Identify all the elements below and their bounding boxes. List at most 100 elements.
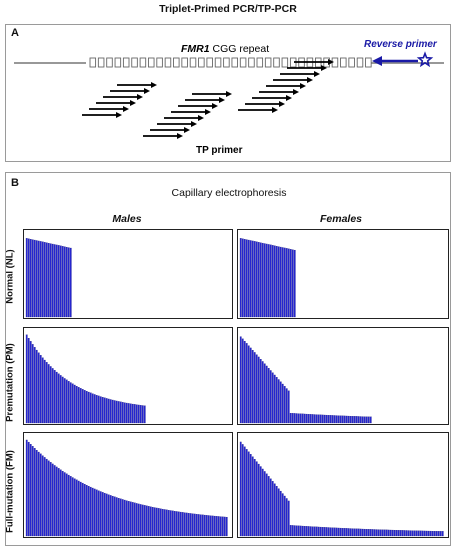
peak-bar [63, 378, 66, 424]
peak-bar [275, 377, 278, 424]
peak-bar [365, 529, 368, 537]
peak-bar [399, 530, 402, 537]
peak-bar [81, 389, 84, 424]
peak-bar [163, 509, 166, 537]
peak-bar [161, 508, 164, 537]
peak-bar [367, 416, 370, 424]
peak-bar [361, 416, 364, 424]
peak-bar [267, 368, 270, 424]
peak-bar [373, 529, 376, 537]
cgg-repeat-box [264, 57, 272, 68]
peak-bar [61, 246, 64, 318]
peak-bar [107, 398, 110, 424]
peak-bar [213, 515, 216, 537]
peak-bar [93, 488, 96, 537]
peak-bar [215, 516, 218, 537]
cgg-repeat-box [131, 57, 138, 68]
peak-bar [179, 511, 182, 537]
repeat-label-rest: CGG repeat [210, 43, 270, 55]
peak-bar [297, 525, 300, 537]
peak-bar [45, 242, 48, 318]
peak-bar [41, 455, 44, 537]
peak-bar [249, 454, 252, 537]
peak-bar [207, 515, 210, 537]
peak-bar [121, 499, 124, 537]
peak-bar [297, 413, 300, 424]
peak-bar [337, 527, 340, 537]
peak-bar [39, 355, 42, 424]
peak-bar [277, 379, 280, 424]
peak-bar [283, 495, 286, 537]
peak-bar [111, 495, 114, 537]
column-header-females: Females [319, 213, 363, 225]
peak-bar [203, 514, 206, 537]
peak-bar [85, 391, 88, 424]
peak-bar [311, 526, 314, 537]
peak-bar [135, 503, 138, 537]
peak-bar [343, 415, 346, 424]
peak-bar [253, 241, 256, 318]
peak-bar [319, 526, 322, 537]
peak-bar [327, 415, 330, 424]
tp-primer-arrowhead [191, 121, 197, 127]
peak-bar [129, 403, 132, 424]
tp-primer-arrowhead [321, 65, 327, 71]
peak-bar [243, 340, 246, 424]
peak-bar [145, 505, 148, 537]
peak-bar [139, 504, 142, 537]
peak-bar [313, 414, 316, 424]
peak-bar [323, 527, 326, 537]
peak-bar [221, 516, 224, 537]
peak-bar [265, 473, 268, 537]
peak-bar [397, 530, 400, 537]
peak-bar [95, 395, 98, 424]
peak-bar [363, 416, 366, 424]
peak-bar [429, 530, 432, 537]
peak-bar [243, 239, 246, 318]
peak-bar [411, 530, 414, 537]
peak-bar [433, 531, 436, 537]
peak-bar [25, 238, 28, 318]
peak-bar [43, 242, 46, 318]
peak-bar [173, 511, 176, 537]
peak-bar [345, 528, 348, 537]
electropherogram-males-premutation [23, 327, 233, 425]
peak-bar [403, 530, 406, 537]
peak-bar [251, 240, 254, 318]
peak-bar [307, 414, 310, 424]
peak-bar [169, 510, 172, 537]
peak-bar [349, 528, 352, 537]
cgg-repeat-box [248, 57, 255, 68]
peak-bar [259, 359, 262, 424]
peak-bar [201, 514, 204, 537]
peak-bar [381, 529, 384, 537]
peak-bar [143, 505, 146, 537]
peak-bar [129, 501, 132, 537]
peak-bar [223, 516, 226, 537]
peak-bar [247, 451, 250, 537]
reverse-primer-arrowhead [372, 56, 382, 66]
peak-bar [153, 507, 156, 537]
cgg-repeat-box [206, 57, 213, 68]
peak-bar [125, 500, 128, 537]
peak-bar [31, 446, 34, 537]
peak-bar [33, 239, 36, 318]
panel-a-label: A [11, 27, 19, 39]
peak-bar [141, 405, 144, 424]
peak-bar [271, 245, 274, 318]
peak-bar [353, 528, 356, 537]
peak-bar [285, 248, 288, 318]
peak-bar [189, 513, 192, 537]
peak-bar [355, 416, 358, 424]
row-label-full-mutation: Full-mutation (FM) [4, 450, 16, 533]
chart-males-premutation [25, 334, 146, 424]
peak-bar [291, 249, 294, 318]
peak-bar [141, 504, 144, 537]
tp-pcr-diagram: FMR1 CGG repeat Reverse primer TP primer [14, 39, 444, 156]
peak-bar [133, 502, 136, 537]
peak-bar [195, 514, 198, 537]
peak-bar [115, 400, 118, 424]
peak-bar [101, 492, 104, 537]
peak-bar [407, 530, 410, 537]
peak-bar [127, 403, 130, 424]
